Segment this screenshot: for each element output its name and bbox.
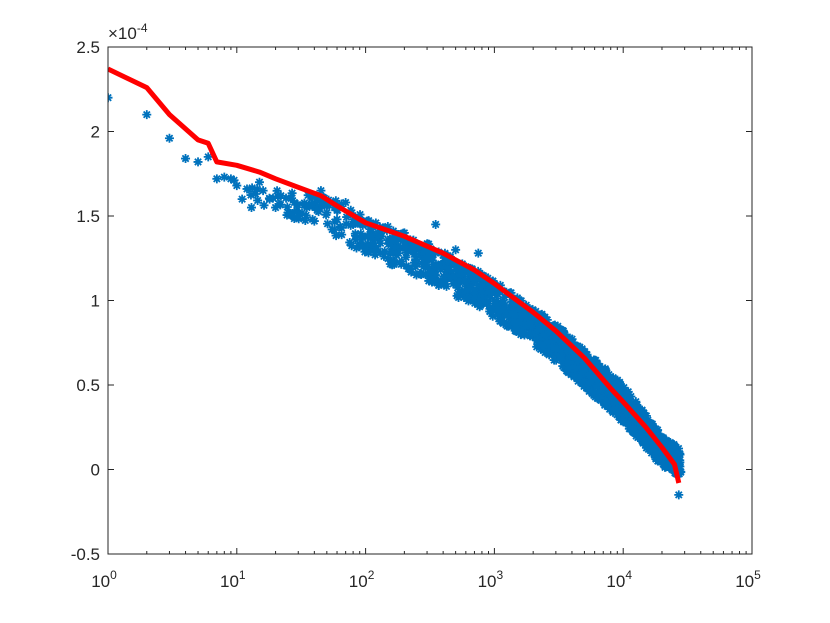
- scatter-point: [393, 247, 404, 259]
- scatter-point: [422, 261, 433, 273]
- scatter-point: [264, 193, 276, 205]
- scatter-point: [254, 176, 265, 188]
- y-multiplier-label: ×10-4: [108, 21, 148, 43]
- scatter-point: [497, 304, 509, 315]
- scatter-point: [429, 275, 441, 287]
- scatter-point: [231, 180, 243, 191]
- scatter-point: [472, 247, 484, 259]
- x-tick-label: 102: [349, 568, 375, 591]
- scatter-point: [430, 219, 442, 230]
- scatter-point: [308, 215, 320, 227]
- scatter-point: [331, 213, 343, 225]
- scatter-point: [180, 153, 191, 164]
- plot-background: [108, 47, 752, 554]
- scatter-point: [453, 288, 464, 300]
- x-tick-label: 101: [220, 568, 246, 591]
- y-tick-label: 0.5: [76, 376, 100, 395]
- x-tick-label: 103: [478, 568, 504, 591]
- scatter-point: [403, 263, 414, 275]
- scatter-point: [450, 244, 462, 256]
- y-tick-label: 0: [91, 461, 100, 480]
- scatter-point: [365, 230, 377, 242]
- scatter-point: [241, 183, 253, 195]
- scatter-point: [421, 252, 433, 264]
- x-tick-label: 105: [735, 568, 761, 591]
- scatter-point: [301, 202, 313, 213]
- scatter-point: [275, 190, 287, 202]
- scatter-point: [354, 241, 366, 252]
- scatter-point: [300, 209, 312, 221]
- scatter-point: [444, 264, 456, 276]
- scatter-point: [340, 197, 352, 208]
- x-tick-label: 100: [91, 568, 117, 591]
- scatter-point: [286, 187, 298, 199]
- y-tick-label: 2.5: [76, 38, 100, 57]
- scatter-point: [447, 278, 459, 290]
- scatter-point: [468, 293, 480, 304]
- scatter-point: [469, 274, 480, 286]
- scatter-point: [211, 173, 223, 185]
- scatter-point: [326, 224, 338, 235]
- y-tick-label: 1: [91, 292, 100, 311]
- scatter-point: [246, 202, 257, 213]
- scatter-point: [288, 197, 300, 208]
- scatter-point: [388, 255, 399, 267]
- scatter-point: [225, 173, 237, 185]
- scatter-point: [257, 185, 269, 197]
- scatter-point: [192, 156, 204, 168]
- scatter-point: [480, 296, 491, 308]
- scatter-point: [218, 171, 230, 183]
- scatter-point: [282, 207, 294, 219]
- scatter-point: [236, 193, 248, 205]
- scatter-point: [321, 207, 333, 219]
- scatter-point: [347, 219, 359, 230]
- scatter-point: [465, 282, 476, 294]
- y-tick-label: 2: [91, 123, 100, 142]
- scatter-point: [483, 286, 494, 298]
- scatter-point: [292, 210, 304, 222]
- scatter-point: [370, 244, 382, 256]
- ticks: -0.5 0 0.5 1 1.5 2 2.5 100 101 102 103 104 105: [71, 38, 761, 591]
- fit-line: [108, 66, 682, 484]
- scatter-point: [476, 280, 488, 292]
- scatter-point: [386, 235, 398, 247]
- y-tick-label: -0.5: [71, 545, 100, 564]
- y-tick-label: 1.5: [76, 207, 100, 226]
- scatter-point: [349, 228, 361, 240]
- scatter-point: [432, 259, 444, 271]
- x-tick-label: 104: [606, 568, 632, 591]
- scatter-point: [459, 275, 471, 287]
- scatter-point: [270, 202, 281, 213]
- scatter-point: [164, 132, 175, 144]
- scatter-point: [141, 109, 153, 120]
